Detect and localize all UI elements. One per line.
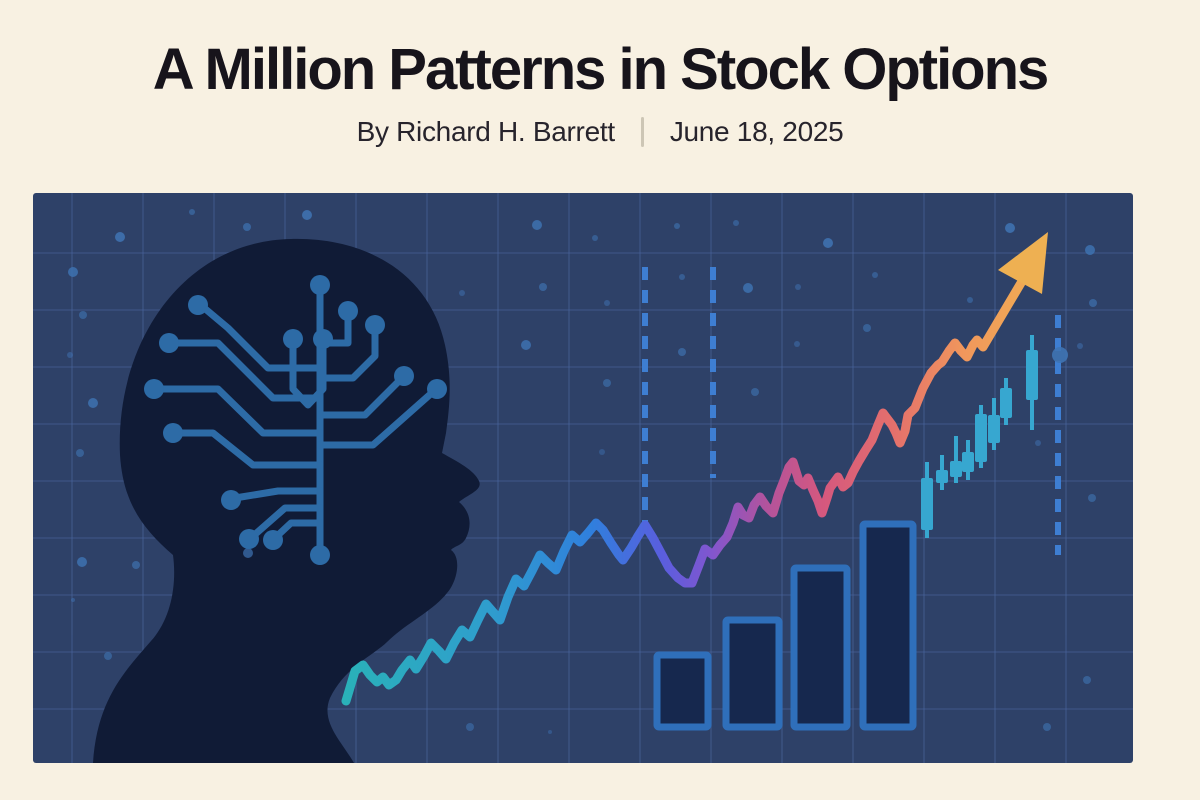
background-dots [67, 209, 1097, 734]
trend-line [341, 232, 1048, 706]
byline-divider [640, 116, 644, 147]
trend-arrowhead [998, 232, 1048, 294]
bar-chart [653, 520, 917, 731]
circuit-brain [144, 275, 447, 565]
article-header: A Million Patterns in Stock Options By R… [0, 0, 1200, 148]
hero-svg [33, 193, 1133, 763]
byline-date: June 18, 2025 [669, 115, 844, 147]
head-silhouette [93, 238, 480, 763]
byline: By Richard H. Barrett June 18, 2025 [0, 116, 1200, 148]
candlesticks [921, 335, 1038, 538]
dashed-guides [642, 267, 1061, 555]
byline-author: By Richard H. Barrett [356, 115, 616, 147]
hero-illustration [33, 193, 1133, 763]
article-title: A Million Patterns in Stock Options [152, 37, 1050, 102]
